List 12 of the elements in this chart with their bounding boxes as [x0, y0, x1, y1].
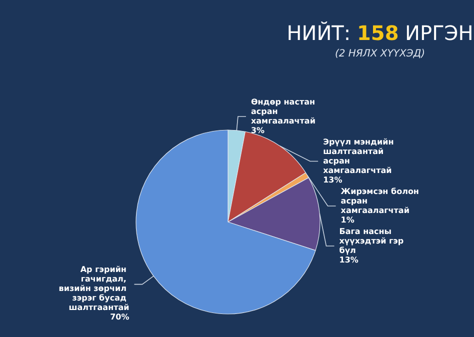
- data-label: 1%: [340, 216, 354, 225]
- slice-label: Ар гэрийн гачигдал, визийн зөрчил зэрэг бусад шалтгаантай: [58, 265, 130, 312]
- chart-title: НИЙТ: 158 ИРГЭН: [286, 21, 474, 45]
- slice-label: Бага насны хүүхэдтэй гэр бүл: [339, 227, 406, 256]
- data-label: 70%: [110, 312, 130, 322]
- slice-label: Жирэмсэн болон асран хамгаалагчтай: [340, 187, 422, 216]
- data-label: 13%: [323, 176, 342, 185]
- chart-subtitle: (2 НЯЛХ ХҮҮХЭД): [334, 48, 426, 60]
- data-label: 13%: [339, 256, 358, 265]
- slice-label: Өндөр настан асран хамгаалачтай: [250, 98, 318, 126]
- slice-label: Эрүүл мэндийн шалтгаантай асран хамгаалагчтай: [323, 138, 397, 176]
- data-label: 3%: [250, 126, 265, 136]
